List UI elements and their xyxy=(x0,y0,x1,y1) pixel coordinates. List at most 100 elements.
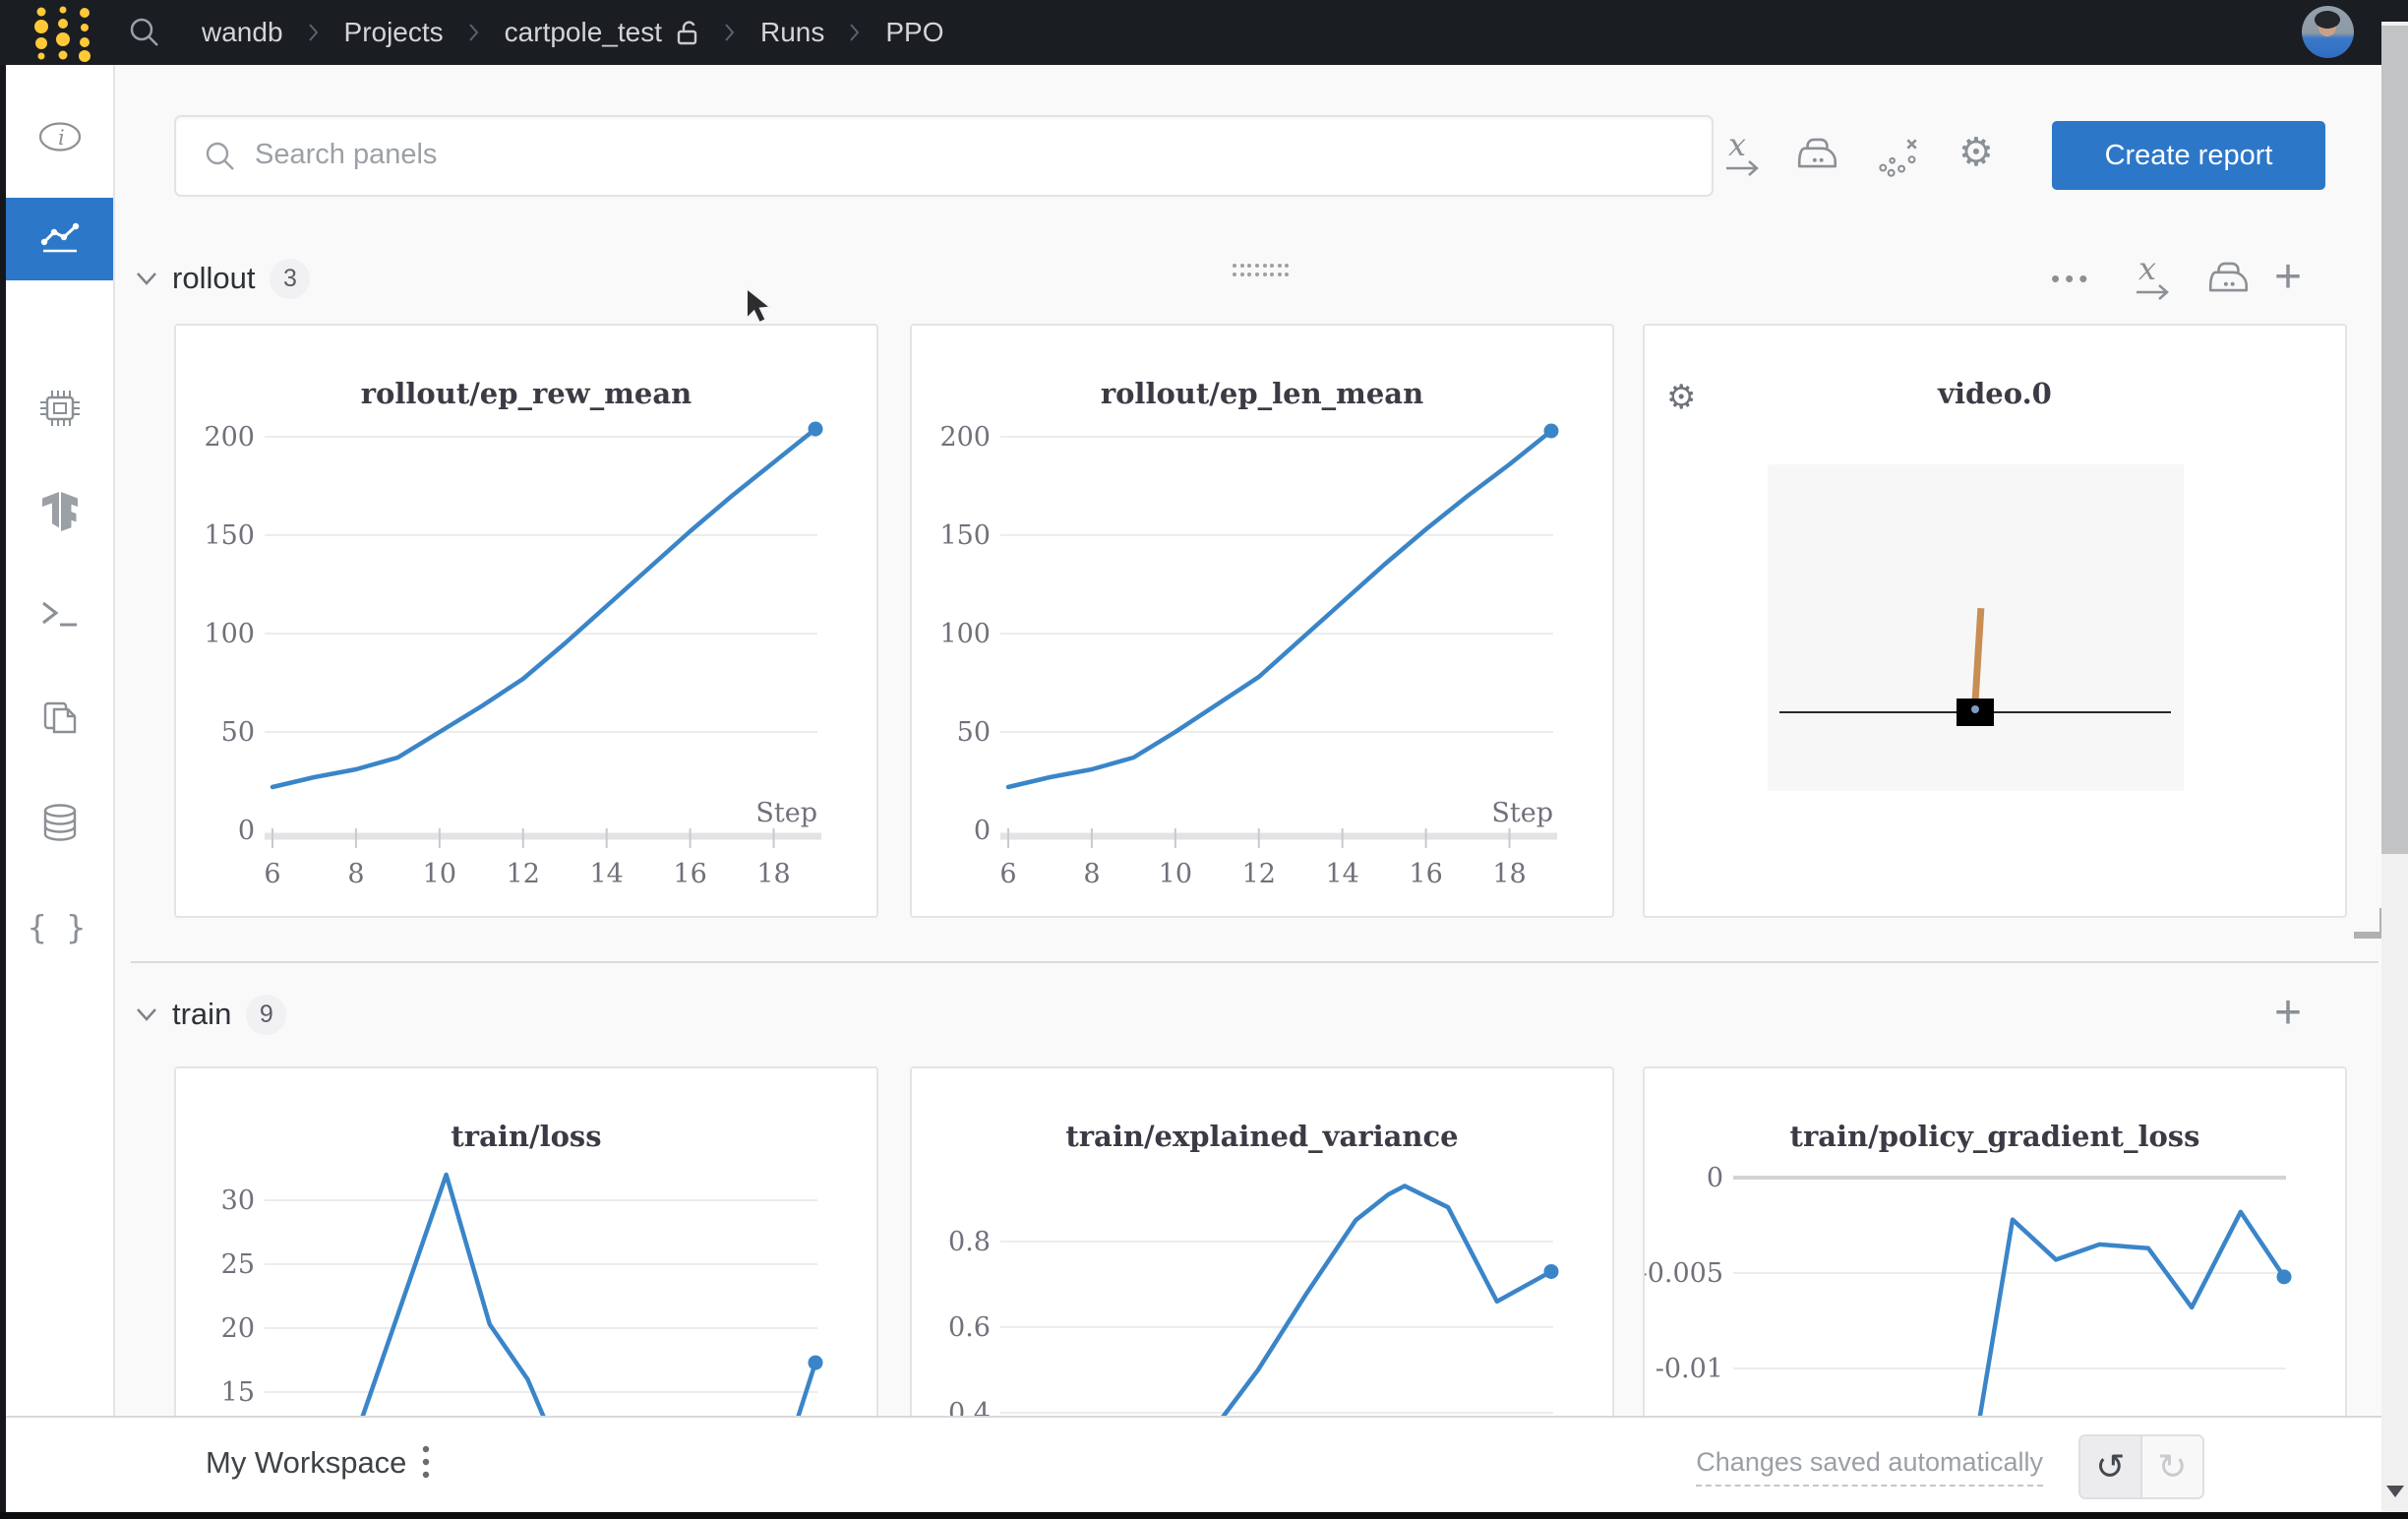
scrollbar-thumb[interactable] xyxy=(2381,26,2408,854)
line-chart: -0.01 -0.005 0 xyxy=(1645,1163,2292,1505)
svg-text:0: 0 xyxy=(1707,1163,1723,1193)
line-chart: 6 8 10 12 14 16 18 Step 0 50 100 150 200 xyxy=(204,421,823,889)
breadcrumb-separator xyxy=(850,23,860,42)
video-panel[interactable]: ⚙ video.0 xyxy=(1643,324,2347,918)
create-report-button[interactable]: Create report xyxy=(2052,121,2325,190)
sidebar-item-logs[interactable] xyxy=(6,573,113,655)
sidebar-item-system[interactable] xyxy=(6,367,113,450)
breadcrumb-separator xyxy=(308,23,319,42)
svg-text:15: 15 xyxy=(221,1377,255,1408)
cartpole-video-frame xyxy=(1768,464,2184,791)
svg-text:100: 100 xyxy=(204,619,255,649)
panel-count-badge: 3 xyxy=(270,258,311,299)
cartpole-pole xyxy=(1971,607,1985,711)
sidebar-item-overview[interactable]: i xyxy=(6,95,113,178)
redo-button[interactable]: ↻ xyxy=(2142,1436,2202,1497)
workspace-menu-button[interactable] xyxy=(421,1443,431,1483)
sidebar-item-model[interactable] xyxy=(6,470,113,553)
sidebar: i xyxy=(6,65,115,1416)
breadcrumb-projects[interactable]: Projects xyxy=(343,17,444,47)
panel-settings-gear-icon[interactable]: ⚙ xyxy=(1666,378,1697,417)
svg-text:8: 8 xyxy=(1083,859,1100,889)
breadcrumb-run[interactable]: PPO xyxy=(885,17,944,47)
undo-redo-group: ↺ ↻ xyxy=(2078,1434,2204,1499)
svg-text:150: 150 xyxy=(939,520,991,551)
tensorflow-icon xyxy=(41,492,78,531)
top-navbar: wandb Projects cartpole_test Runs PPO xyxy=(0,0,2408,65)
panel-search xyxy=(174,115,1714,197)
svg-text:100: 100 xyxy=(939,619,991,649)
user-avatar[interactable] xyxy=(2302,6,2354,58)
svg-text:0: 0 xyxy=(238,816,255,846)
sidebar-item-files[interactable] xyxy=(6,677,113,760)
section-header-train: train 9 xyxy=(136,990,287,1039)
add-panel-button[interactable]: + xyxy=(2274,251,2303,303)
undo-button[interactable]: ↺ xyxy=(2080,1436,2142,1497)
outliers-button[interactable] xyxy=(1877,133,1922,178)
panel-title: rollout/ep_len_mean xyxy=(1100,377,1424,410)
panel-title: train/policy_gradient_loss xyxy=(1789,1120,2200,1153)
svg-text:0: 0 xyxy=(974,816,991,846)
wandb-logo[interactable] xyxy=(26,0,108,65)
window-edge-bottom xyxy=(0,1512,2408,1519)
database-icon xyxy=(43,804,76,841)
cpu-chip-icon xyxy=(39,391,80,426)
svg-text:-0.005: -0.005 xyxy=(1645,1258,1723,1289)
section-title: rollout xyxy=(172,261,256,295)
cartpole-axle xyxy=(1971,705,1979,713)
workspace-settings-button[interactable]: ⚙ xyxy=(1958,133,1994,172)
breadcrumb: wandb Projects cartpole_test Runs PPO xyxy=(202,0,944,65)
search-icon[interactable] xyxy=(128,16,161,49)
sidebar-item-charts[interactable] xyxy=(6,198,113,280)
sidebar-item-config[interactable]: { } xyxy=(6,885,113,968)
panel-title: train/loss xyxy=(451,1120,602,1153)
x-axis-icon: x xyxy=(1726,130,1759,176)
breadcrumb-separator xyxy=(725,23,735,42)
breadcrumb-entity[interactable]: wandb xyxy=(202,17,283,47)
autosave-status: Changes saved automatically xyxy=(1696,1447,2043,1487)
panel-count-badge: 9 xyxy=(246,994,287,1035)
breadcrumb-project[interactable]: cartpole_test xyxy=(505,17,699,48)
svg-text:20: 20 xyxy=(221,1313,255,1344)
breadcrumb-separator xyxy=(468,23,479,42)
smoothing-iron-icon xyxy=(1797,138,1837,168)
scatter-outlier-icon xyxy=(1879,139,1917,177)
svg-text:i: i xyxy=(58,126,65,150)
search-panels-input[interactable] xyxy=(253,123,1634,186)
x-axis-settings-button[interactable]: x xyxy=(1719,130,1765,179)
section-x-axis-button[interactable]: x xyxy=(2130,254,2175,303)
svg-text:50: 50 xyxy=(221,717,255,748)
files-icon xyxy=(43,701,76,734)
svg-text:16: 16 xyxy=(673,859,706,889)
chevron-down-icon[interactable] xyxy=(136,271,157,286)
svg-text:200: 200 xyxy=(204,422,255,453)
section-options-button[interactable]: ••• xyxy=(2051,264,2093,293)
svg-text:10: 10 xyxy=(423,859,456,889)
search-icon xyxy=(206,142,234,170)
scrollbar-down-arrow[interactable] xyxy=(2386,1486,2404,1497)
svg-text:150: 150 xyxy=(204,520,255,551)
gear-icon: ⚙ xyxy=(1958,130,1994,175)
svg-text:16: 16 xyxy=(1409,859,1442,889)
svg-text:6: 6 xyxy=(999,859,1016,889)
chart-panel-ep-len-mean[interactable]: rollout/ep_len_mean 6 8 10 12 14 16 18 Step 0 50 1… xyxy=(910,324,1614,918)
line-chart-icon xyxy=(40,222,79,253)
svg-text:200: 200 xyxy=(939,422,991,453)
section-drag-handle[interactable] xyxy=(1233,264,1290,278)
sidebar-item-artifacts[interactable] xyxy=(6,781,113,864)
panel-title: rollout/ep_rew_mean xyxy=(360,377,692,410)
svg-text:14: 14 xyxy=(590,859,624,889)
page-scrollbar[interactable] xyxy=(2381,22,2408,1512)
chevron-down-icon[interactable] xyxy=(136,1006,157,1022)
info-icon: i xyxy=(38,122,81,152)
smoothing-iron-icon xyxy=(2208,262,2249,292)
breadcrumb-runs[interactable]: Runs xyxy=(760,17,825,47)
section-smoothing-button[interactable] xyxy=(2205,258,2253,297)
add-panel-button[interactable]: + xyxy=(2274,987,2303,1039)
panel-title: video.0 xyxy=(1938,377,2052,410)
chart-panel-ep-rew-mean[interactable]: rollout/ep_rew_mean 6 8 10 12 14 16 18 Step 0 50 1… xyxy=(174,324,878,918)
smoothing-button[interactable] xyxy=(1794,134,1841,173)
svg-text:-0.01: -0.01 xyxy=(1656,1354,1723,1384)
svg-text:25: 25 xyxy=(221,1249,255,1280)
